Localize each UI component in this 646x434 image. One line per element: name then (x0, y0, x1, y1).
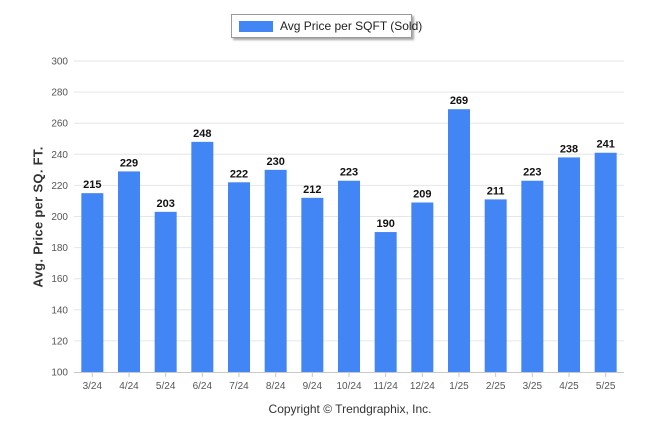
y-tick-label: 140 (51, 305, 68, 316)
bar[interactable] (301, 197, 324, 372)
data-label: 269 (450, 95, 468, 107)
data-label: 190 (376, 218, 394, 230)
bar[interactable] (228, 182, 250, 372)
y-tick-label: 280 (51, 88, 68, 99)
y-tick-label: 180 (51, 243, 68, 254)
x-tick-label: 7/24 (229, 381, 249, 392)
bar[interactable] (118, 171, 140, 372)
bar[interactable] (191, 141, 214, 372)
data-label: 223 (523, 167, 541, 179)
bar[interactable] (448, 109, 470, 372)
x-tick-label: 5/25 (596, 381, 616, 392)
y-tick-label: 100 (51, 368, 68, 379)
x-tick-label: 4/25 (559, 381, 579, 392)
y-tick-label: 220 (51, 181, 68, 192)
x-tick-label: 9/24 (303, 381, 323, 392)
data-labels: 215 229 203 248 222 230 212 223 190 209 269 211 223 2… (83, 95, 615, 230)
y-tick-label: 160 (51, 274, 68, 285)
bar[interactable] (484, 199, 507, 372)
x-tick-label: 8/24 (266, 381, 286, 392)
x-tick-label: 3/24 (83, 381, 103, 392)
data-label: 223 (340, 167, 358, 179)
x-tick-label: 1/25 (449, 381, 469, 392)
y-tick-label: 240 (51, 150, 68, 161)
y-tick-label: 200 (51, 212, 68, 223)
legend[interactable]: Avg Price per SQFT (Sold) (231, 14, 422, 38)
y-axis-title: Avg. Price per SQ. FT. (30, 146, 46, 288)
bar[interactable] (558, 157, 580, 372)
data-label: 229 (120, 157, 138, 169)
bar[interactable] (521, 180, 544, 372)
bar[interactable] (338, 180, 360, 372)
x-tick-label: 12/24 (410, 381, 435, 392)
bar[interactable] (264, 169, 287, 372)
x-tick-label: 5/24 (156, 381, 176, 392)
x-tick-label: 2/25 (486, 381, 506, 392)
x-tick-label: 6/24 (193, 381, 213, 392)
data-label: 215 (83, 179, 101, 191)
bar[interactable] (594, 152, 617, 372)
data-label: 203 (156, 198, 174, 210)
bar[interactable] (374, 232, 397, 372)
y-tick-label: 300 (51, 57, 68, 68)
legend-label: Avg Price per SQFT (Sold) (280, 19, 423, 33)
copyright-text: Copyright © Trendgraphix, Inc. (268, 402, 432, 416)
bars (81, 109, 617, 372)
data-label: 230 (266, 156, 284, 168)
data-label: 238 (560, 143, 578, 155)
y-axis-ticks: 100 120 140 160 180 200 220 240 260 280 300 (51, 57, 68, 379)
x-tick-label: 10/24 (336, 381, 361, 392)
y-tick-label: 260 (51, 119, 68, 130)
x-axis-ticks: 3/24 4/24 5/24 6/24 7/24 8/24 9/24 10/24 11/24 12… (83, 372, 616, 392)
y-tick-label: 120 (51, 336, 68, 347)
data-label: 222 (230, 168, 248, 180)
data-label: 248 (193, 128, 211, 140)
bar[interactable] (154, 211, 177, 372)
bar[interactable] (81, 193, 104, 372)
data-label: 211 (487, 185, 505, 197)
data-label: 212 (303, 184, 321, 196)
bar[interactable] (411, 202, 434, 372)
x-tick-label: 3/25 (523, 381, 543, 392)
data-label: 241 (596, 139, 614, 151)
x-tick-label: 11/24 (374, 381, 399, 392)
legend-swatch (239, 21, 273, 32)
x-tick-label: 4/24 (119, 381, 139, 392)
data-label: 209 (413, 189, 431, 201)
